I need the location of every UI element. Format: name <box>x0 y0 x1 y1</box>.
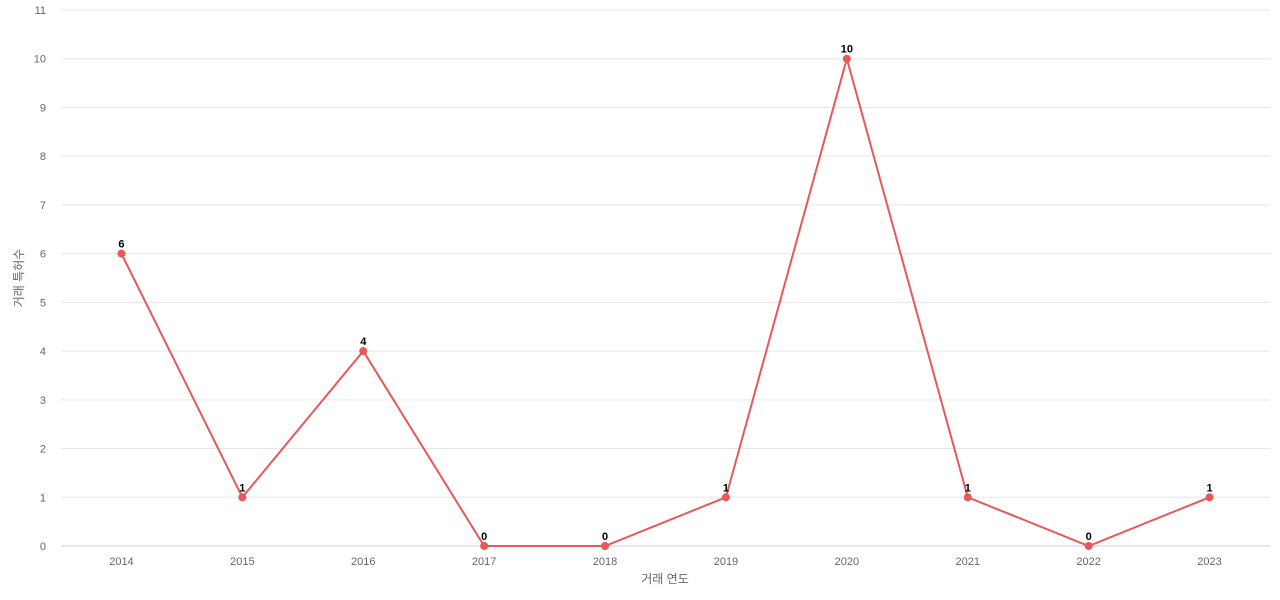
x-tick-label: 2019 <box>714 556 738 568</box>
x-tick-label: 2021 <box>956 556 980 568</box>
data-label: 10 <box>841 44 853 56</box>
data-label: 1 <box>239 482 245 494</box>
data-point[interactable] <box>1205 493 1214 502</box>
y-tick-label: 8 <box>40 151 46 163</box>
y-tick-label: 1 <box>40 492 46 504</box>
data-label: 1 <box>965 482 971 494</box>
x-tick-label: 2014 <box>109 556 133 568</box>
y-tick-label: 5 <box>40 297 46 309</box>
x-tick-label: 2020 <box>835 556 859 568</box>
data-point[interactable] <box>1084 542 1093 550</box>
data-label: 0 <box>1086 531 1092 543</box>
data-point[interactable] <box>359 347 368 356</box>
x-tick-label: 2016 <box>351 556 375 568</box>
data-point[interactable] <box>842 54 851 63</box>
data-point[interactable] <box>480 542 489 550</box>
data-label: 1 <box>723 482 729 494</box>
gridlines <box>61 9 1270 547</box>
y-tick-label: 6 <box>40 249 46 261</box>
data-point[interactable] <box>963 493 972 502</box>
y-axis-ticks: 0 1 2 3 4 5 6 7 8 9 10 11 <box>34 5 46 553</box>
x-tick-label: 2018 <box>593 556 617 568</box>
data-label: 1 <box>1206 482 1212 494</box>
y-tick-label: 0 <box>40 541 46 553</box>
y-tick-label: 9 <box>40 102 46 114</box>
data-point[interactable] <box>601 542 610 550</box>
y-tick-label: 2 <box>40 444 46 456</box>
y-tick-label: 3 <box>40 395 46 407</box>
data-label: 6 <box>118 239 124 251</box>
y-tick-label: 7 <box>40 200 46 212</box>
series-line <box>120 54 1210 548</box>
x-tick-label: 2015 <box>230 556 254 568</box>
series <box>117 54 1214 550</box>
data-point[interactable] <box>117 249 126 258</box>
x-axis-ticks: 2014 2015 2016 2017 2018 2019 2020 2021 2022 2023 <box>109 556 1222 568</box>
x-tick-label: 2022 <box>1076 556 1100 568</box>
data-label: 4 <box>360 336 367 348</box>
y-axis-title: 거래 특허수 <box>12 249 26 308</box>
data-label: 0 <box>481 531 487 543</box>
data-label: 0 <box>602 531 608 543</box>
x-axis-title: 거래 연도 <box>641 572 689 586</box>
x-tick-label: 2023 <box>1197 556 1221 568</box>
y-tick-label: 10 <box>34 54 46 66</box>
x-tick-label: 2017 <box>472 556 496 568</box>
data-point[interactable] <box>721 493 730 502</box>
y-tick-label: 4 <box>40 346 46 358</box>
y-tick-label: 11 <box>35 5 46 17</box>
data-point[interactable] <box>238 493 247 502</box>
